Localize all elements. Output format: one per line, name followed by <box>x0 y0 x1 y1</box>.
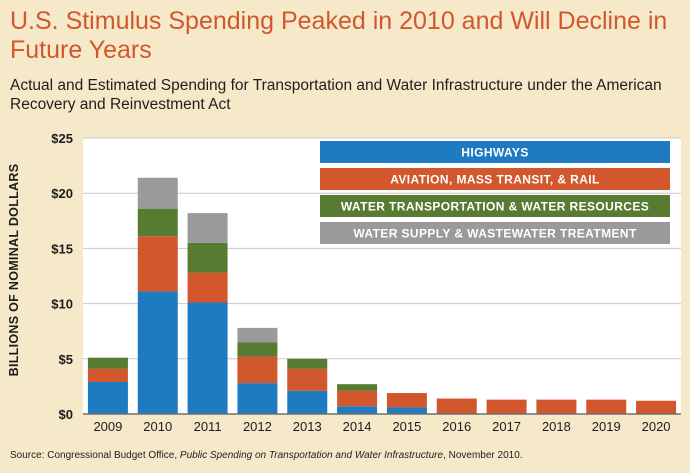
legend-label: AVIATION, MASS TRANSIT, & RAIL <box>390 173 600 187</box>
bar-segment <box>287 390 328 414</box>
bar-segment <box>187 302 228 414</box>
x-tick-label: 2013 <box>293 419 322 434</box>
legend-swatch <box>320 195 670 217</box>
bar-segment <box>536 399 577 414</box>
bar-segment <box>137 291 178 414</box>
legend-label: WATER TRANSPORTATION & WATER RESOURCES <box>341 200 649 214</box>
bar-segment <box>187 242 228 273</box>
bar-segment <box>87 357 128 369</box>
legend-swatch <box>320 141 670 163</box>
x-tick-label: 2019 <box>592 419 621 434</box>
bar-segment <box>287 358 328 369</box>
legend: HIGHWAYS AVIATION, MASS TRANSIT, & RAIL WA… <box>320 141 670 244</box>
chart-subtitle: Actual and Estimated Spending for Transp… <box>10 77 662 113</box>
bar-segment <box>337 390 378 407</box>
y-tick-label: $15 <box>51 241 73 256</box>
bars-group <box>87 177 677 414</box>
source-title: Public Spending on Transportation and Wa… <box>179 450 444 461</box>
x-tick-label: 2010 <box>143 419 172 434</box>
x-tick-label: 2016 <box>442 419 471 434</box>
x-tick-label: 2020 <box>642 419 671 434</box>
legend-label: HIGHWAYS <box>461 146 528 160</box>
bar-segment <box>87 368 128 382</box>
chart-title: U.S. Stimulus Spending Peaked in 2010 an… <box>10 7 668 64</box>
bar-segment <box>137 208 178 237</box>
y-tick-label: $5 <box>59 352 73 367</box>
bar-segment <box>586 399 627 414</box>
bar-segment <box>187 272 228 303</box>
source-suffix: , November 2010. <box>443 450 523 461</box>
bar-segment <box>237 327 278 343</box>
x-tick-label: 2018 <box>542 419 571 434</box>
bar-segment <box>237 383 278 414</box>
source-note: Source: Congressional Budget Office, Pub… <box>10 450 680 461</box>
x-tick-label: 2014 <box>343 419 372 434</box>
x-tick-label: 2015 <box>392 419 421 434</box>
y-tick-label: $20 <box>51 186 73 201</box>
bar-segment <box>337 406 378 414</box>
bar-segment <box>386 407 427 414</box>
bar-segment <box>87 381 128 414</box>
bar-segment <box>237 356 278 384</box>
bar-segment <box>237 342 278 357</box>
legend-swatch <box>320 222 670 244</box>
y-tick-label: $0 <box>59 407 73 422</box>
x-tick-label: 2009 <box>93 419 122 434</box>
bar-segment <box>337 384 378 391</box>
bar-segment <box>187 213 228 243</box>
y-tick-label: $10 <box>51 297 73 312</box>
axes-group: $0 $5 $10 $15 $20 $25 2009 2010 2011 2012 2013 2014… <box>51 131 681 434</box>
bar-segment <box>386 393 427 408</box>
bar-segment <box>636 400 677 414</box>
bar-segment <box>137 177 178 209</box>
legend-label: WATER SUPPLY & WASTEWATER TREATMENT <box>353 227 637 241</box>
grid-lines <box>83 137 681 360</box>
bar-segment <box>287 368 328 391</box>
bar-segment <box>436 398 477 414</box>
bar-segment <box>486 399 527 414</box>
bar-segment <box>137 236 178 292</box>
legend-swatch <box>320 168 670 190</box>
source-prefix: Source: Congressional Budget Office, <box>10 450 180 461</box>
y-tick-label: $25 <box>51 131 73 146</box>
x-tick-label: 2012 <box>243 419 272 434</box>
x-tick-label: 2011 <box>194 419 222 434</box>
x-tick-label: 2017 <box>492 419 521 434</box>
